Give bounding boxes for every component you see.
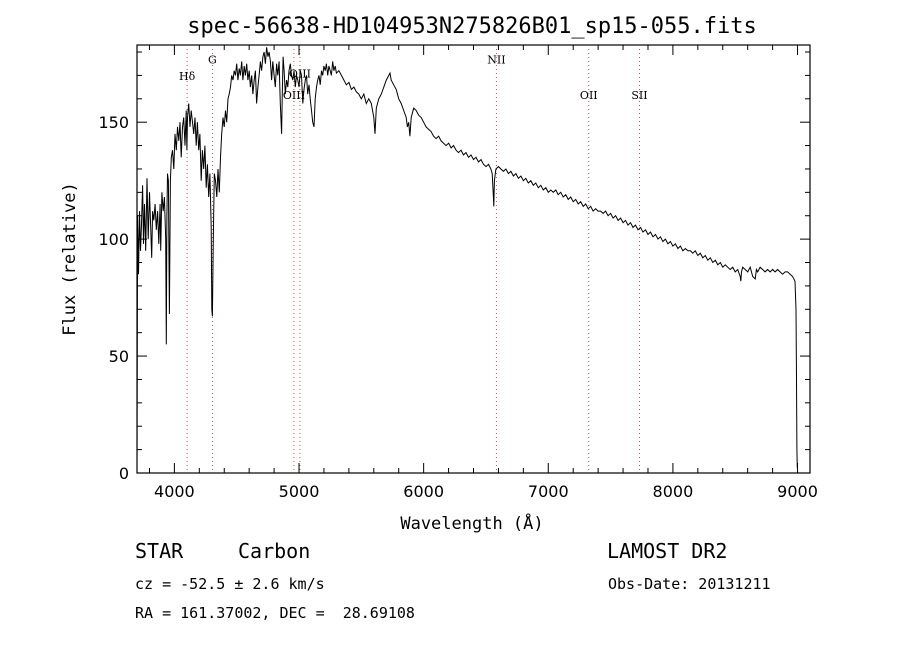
survey-name: LAMOST DR2 xyxy=(607,539,728,563)
spectral-line-label: OIII xyxy=(283,89,305,102)
x-tick-label: 7000 xyxy=(528,482,569,501)
object-subclass: Carbon xyxy=(238,539,311,563)
spectral-line-label: G xyxy=(208,54,217,67)
y-tick-label: 100 xyxy=(98,230,129,249)
flux-series-line xyxy=(136,47,798,469)
observation-date: Obs-Date: 20131211 xyxy=(608,575,771,593)
spectral-line-label: OII xyxy=(580,89,598,102)
x-tick-label: 4000 xyxy=(154,482,195,501)
x-tick-label: 8000 xyxy=(653,482,694,501)
object-class: STAR xyxy=(135,539,184,563)
x-tick-label: 5000 xyxy=(279,482,320,501)
x-tick-label: 6000 xyxy=(403,482,444,501)
x-axis-label: Wavelength (Å) xyxy=(400,512,543,534)
spectral-line-label: Hδ xyxy=(179,70,196,83)
x-tick-label: 9000 xyxy=(777,482,818,501)
spectral-line-label: NII xyxy=(487,54,505,67)
chart-title: spec-56638-HD104953N275826B01_sp15-055.f… xyxy=(187,14,757,39)
y-tick-label: 0 xyxy=(119,464,129,483)
axis-ticks: 4000 5000 6000 7000 8000 9000 0 50 100 150 xyxy=(98,45,818,501)
ra-dec-coordinates: RA = 161.37002, DEC = 28.69108 xyxy=(135,604,415,622)
spectral-line-label: SII xyxy=(631,89,647,102)
y-axis-label: Flux (relative) xyxy=(60,182,80,336)
y-tick-label: 50 xyxy=(109,347,129,366)
y-tick-label: 150 xyxy=(98,113,129,132)
redshift-cz: cz = -52.5 ± 2.6 km/s xyxy=(135,575,325,593)
